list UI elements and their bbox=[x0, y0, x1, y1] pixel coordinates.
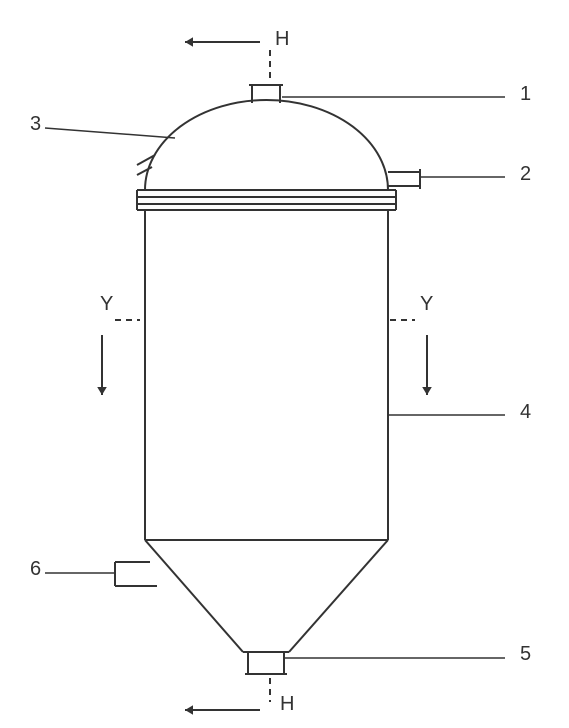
vessel-diagram: H H Y Y 1 2 3 4 5 6 bbox=[0, 0, 569, 728]
svg-text:H: H bbox=[275, 28, 289, 50]
svg-text:Y: Y bbox=[100, 293, 113, 315]
svg-text:4: 4 bbox=[520, 401, 531, 423]
svg-text:6: 6 bbox=[30, 558, 41, 580]
svg-text:5: 5 bbox=[520, 643, 531, 665]
svg-text:1: 1 bbox=[520, 83, 531, 105]
svg-text:3: 3 bbox=[30, 113, 41, 135]
svg-text:2: 2 bbox=[520, 163, 531, 185]
svg-text:H: H bbox=[280, 693, 294, 715]
svg-text:Y: Y bbox=[420, 293, 433, 315]
